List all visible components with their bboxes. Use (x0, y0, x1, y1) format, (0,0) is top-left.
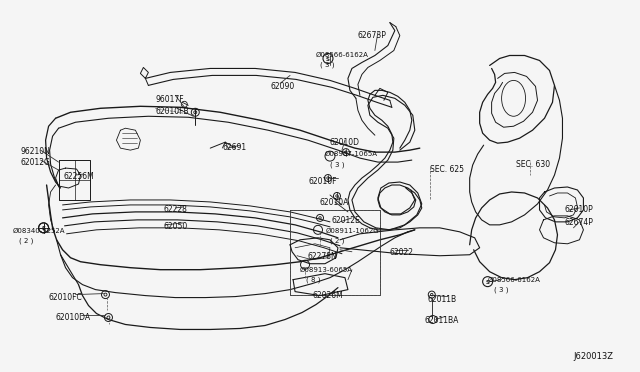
Text: ( 8 ): ( 8 ) (306, 277, 321, 283)
Text: 62673P: 62673P (358, 31, 387, 39)
Text: 62090: 62090 (270, 82, 294, 92)
Text: ( 3 ): ( 3 ) (493, 286, 508, 293)
Text: 62278N: 62278N (307, 252, 337, 261)
Text: 62691: 62691 (222, 143, 246, 152)
Text: Ø08566-6162A: Ø08566-6162A (316, 51, 369, 58)
Text: ( 2 ): ( 2 ) (19, 238, 33, 244)
Text: 62011BA: 62011BA (425, 315, 459, 324)
Text: 62010D: 62010D (330, 138, 360, 147)
Text: Ø08913-6065A: Ø08913-6065A (300, 267, 353, 273)
Text: 96017F: 96017F (156, 95, 184, 104)
Text: ( 3 ): ( 3 ) (330, 161, 344, 168)
Text: 62010FC: 62010FC (49, 293, 83, 302)
Text: 62026M: 62026M (312, 291, 343, 299)
Text: 62012E: 62012E (332, 216, 361, 225)
Text: 62674P: 62674P (564, 218, 593, 227)
Text: S: S (42, 226, 45, 231)
Text: SEC. 625: SEC. 625 (430, 165, 464, 174)
Text: S: S (326, 57, 330, 62)
Text: 62011B: 62011B (428, 295, 457, 304)
Text: 62012G: 62012G (20, 158, 51, 167)
Text: 62010A: 62010A (320, 198, 349, 207)
Text: ( 2 ): ( 2 ) (330, 238, 344, 244)
Text: ( 3 ): ( 3 ) (320, 61, 335, 68)
Text: 62256M: 62256M (63, 172, 94, 181)
Text: 62228: 62228 (163, 205, 188, 214)
Text: J620013Z: J620013Z (573, 352, 614, 361)
Text: 62010F: 62010F (308, 177, 337, 186)
Text: Ø08911-1062G: Ø08911-1062G (326, 228, 380, 234)
Text: 62050: 62050 (163, 222, 188, 231)
Text: 62010P: 62010P (564, 205, 593, 214)
Text: 62022: 62022 (390, 248, 414, 257)
Text: 62010FB: 62010FB (156, 107, 189, 116)
Text: 62010DA: 62010DA (56, 312, 91, 321)
Text: 96210N: 96210N (20, 147, 51, 156)
Text: SEC. 630: SEC. 630 (516, 160, 550, 169)
Text: Ø08967-1065A: Ø08967-1065A (325, 151, 378, 157)
Text: Ø08566-6162A: Ø08566-6162A (488, 277, 541, 283)
Text: Ø08340-5252A: Ø08340-5252A (13, 228, 65, 234)
Text: S: S (486, 280, 490, 285)
